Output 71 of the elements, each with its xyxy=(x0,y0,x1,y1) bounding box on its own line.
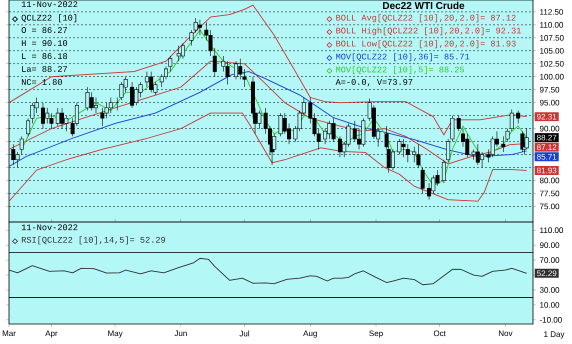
line-series xyxy=(8,112,528,202)
text: 88.27 xyxy=(537,134,556,140)
x-tick-label: Mar xyxy=(2,330,16,336)
annotation: La= 88.27 xyxy=(22,66,67,72)
text: 1 Day xyxy=(544,331,564,339)
y-tick-label: 90.00 xyxy=(540,126,560,132)
y-tick-label: 80.00 xyxy=(540,178,560,184)
annotation: NC= 1.80 xyxy=(22,79,62,85)
candlestick xyxy=(278,112,283,137)
annotation: A=-0.0, V=73.97 xyxy=(336,79,412,86)
candlestick xyxy=(226,60,230,85)
candlestick xyxy=(94,97,98,114)
candlestick xyxy=(40,102,45,129)
candlestick xyxy=(242,68,246,88)
y-tick-label: -10.00 xyxy=(540,317,562,323)
y-tick-label: 30.00 xyxy=(540,287,560,293)
candlestick xyxy=(11,144,16,166)
annotation: 11-Nov-2022 xyxy=(22,1,78,8)
candlestick xyxy=(208,30,213,56)
legend-label: MOV[QCLZ22 [10],36]= 85.71 xyxy=(336,53,470,62)
y-tick-label: 105.00 xyxy=(540,48,564,54)
x-tick-label: May xyxy=(108,330,123,338)
annotation: O = 86.27 xyxy=(22,27,67,34)
legend-label: MOV[QCLZ22 [10],5]= 88.25 xyxy=(336,66,464,74)
x-tick-label: Aug xyxy=(303,330,317,338)
annotation: H = 90.10 xyxy=(22,40,68,46)
candlestick xyxy=(60,108,64,129)
legend-label: BOLL High[QCLZ22 [10],20,2.0]= 92.31 xyxy=(336,27,521,36)
x-tick-label: Jun xyxy=(174,330,187,336)
y-tick-label: 110.00 xyxy=(540,227,564,234)
candlestick xyxy=(104,102,109,119)
y-tick-label: 77.50 xyxy=(540,190,560,196)
candlestick xyxy=(149,71,154,93)
annotation: L = 86.18 xyxy=(22,53,68,60)
y-tick-label: 100.00 xyxy=(540,74,564,80)
data-label: 81.93 xyxy=(537,168,556,174)
x-tick-label: Oct xyxy=(434,330,446,336)
legend-label: RSI[QCLZ22 [10],14,5]= 52.29 xyxy=(22,236,166,244)
data-label: 92.31 xyxy=(537,114,556,120)
data-label: 87.12 xyxy=(537,144,556,150)
candlestick xyxy=(198,19,202,36)
candlestick xyxy=(506,128,510,142)
legend-label: QCLZ22 [10] xyxy=(22,14,76,22)
y-tick-label: 75.00 xyxy=(540,204,560,210)
y-tick-label: 97.50 xyxy=(540,86,560,93)
candlestick xyxy=(390,149,395,170)
x-tick-label: Nov xyxy=(498,330,512,336)
x-tick-label: Jul xyxy=(240,330,250,336)
candlestick xyxy=(49,112,54,129)
y-tick-label: 112.50 xyxy=(540,9,564,15)
x-tick-label: Sep xyxy=(369,330,383,338)
candlestick xyxy=(180,42,185,59)
y-tick-label: 10.00 xyxy=(540,302,560,308)
y-tick-label: 70.00 xyxy=(540,257,560,263)
candlestick xyxy=(338,136,342,158)
y-tick-label: 102.50 xyxy=(540,60,564,67)
y-tick-label: 90.00 xyxy=(540,242,560,248)
line-series xyxy=(8,258,528,286)
data-label: 52.29 xyxy=(537,270,556,276)
legend-label: BOLL Avg[QCLZ22 [10],20,2.0]= 87.12 xyxy=(336,14,516,22)
candlestick xyxy=(130,82,134,108)
y-tick-label: 110.00 xyxy=(540,22,564,28)
y-tick-label: 107.50 xyxy=(540,35,564,41)
candlestick xyxy=(119,82,124,100)
candlestick xyxy=(416,144,420,168)
y-tick-label: 95.00 xyxy=(540,100,560,106)
x-tick-label: Apr xyxy=(45,330,58,338)
legend-label: BOLL Low[QCLZ22 [10],20,2.0]= 81.93 xyxy=(336,40,516,48)
chart-title: Dec22 WTI Crude xyxy=(383,2,464,10)
annotation: 11-Nov-2022 xyxy=(22,224,78,230)
data-label: 85.71 xyxy=(537,154,556,160)
